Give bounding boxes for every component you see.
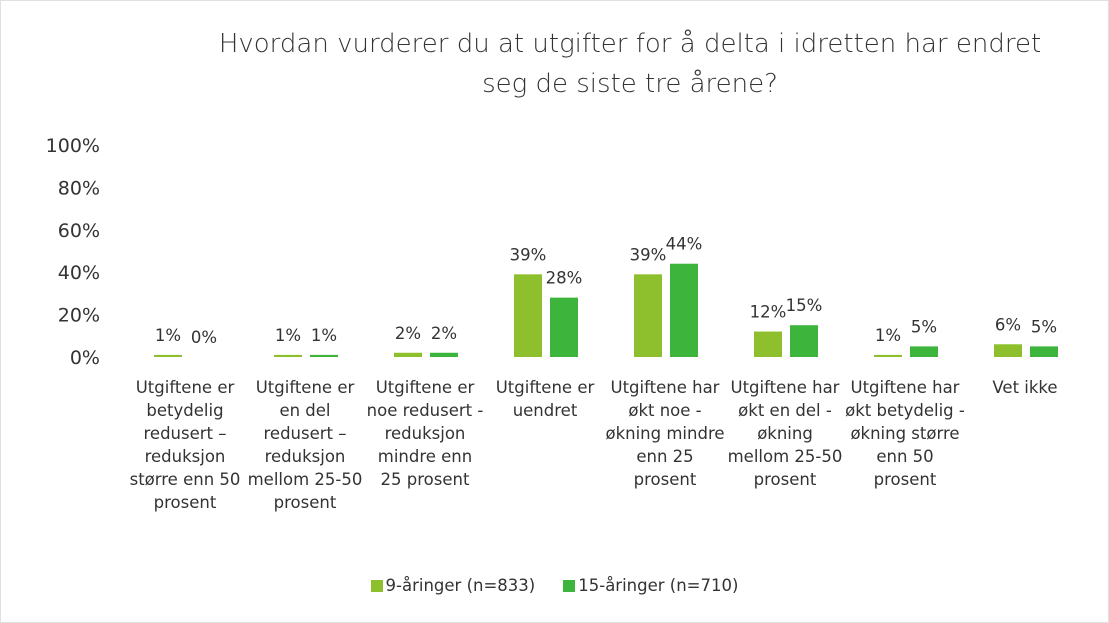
x-tick-label: Utgiftene er en del redusert – reduksjon… xyxy=(247,378,363,512)
x-tick-label: Vet ikke xyxy=(992,378,1058,397)
bar xyxy=(430,352,458,357)
bar xyxy=(874,354,902,357)
bar xyxy=(910,346,938,357)
data-label: 5% xyxy=(1031,317,1057,336)
y-tick-label: 40% xyxy=(58,262,100,284)
y-tick-label: 100% xyxy=(46,135,100,157)
y-tick-label: 20% xyxy=(58,305,100,327)
bar xyxy=(514,274,542,357)
data-label: 39% xyxy=(630,245,667,264)
data-label: 39% xyxy=(510,245,547,264)
x-tick-label: Utgiftene har økt noe - økning mindre en… xyxy=(605,378,725,489)
bar xyxy=(634,274,662,357)
data-label: 1% xyxy=(311,326,337,345)
bar xyxy=(754,331,782,357)
bar xyxy=(394,352,422,357)
legend-swatch xyxy=(370,580,383,592)
legend-item: 15-åringer (n=710) xyxy=(563,576,738,595)
bar xyxy=(550,297,578,357)
x-tick-label: Utgiftene er uendret xyxy=(495,378,595,420)
data-label: 2% xyxy=(395,324,421,343)
data-label: 1% xyxy=(275,326,301,345)
legend-swatch xyxy=(563,580,576,592)
bar xyxy=(154,354,182,357)
legend-label: 15-åringer (n=710) xyxy=(578,576,739,595)
legend-item: 9-åringer (n=833) xyxy=(370,576,536,595)
x-tick-label: Utgiftene har økt betydelig - økning stø… xyxy=(845,378,965,489)
data-label: 44% xyxy=(666,235,703,254)
y-tick-label: 0% xyxy=(70,347,100,369)
chart-title: Hvordan vurderer du at utgifter for å de… xyxy=(218,29,1042,99)
y-tick-label: 80% xyxy=(58,177,100,199)
bar xyxy=(790,325,818,357)
x-tick-label: Utgiftene har økt en del - økning mellom… xyxy=(727,378,843,489)
bar xyxy=(274,354,302,357)
bar xyxy=(310,354,338,357)
data-label: 1% xyxy=(875,326,901,345)
data-label: 15% xyxy=(786,296,823,315)
legend-label: 9-åringer (n=833) xyxy=(385,576,536,595)
data-label: 0% xyxy=(191,328,217,347)
data-label: 6% xyxy=(995,315,1021,334)
data-label: 2% xyxy=(431,324,457,343)
data-label: 1% xyxy=(155,326,181,345)
x-tick-label: Utgiftene er betydelig redusert – reduks… xyxy=(129,378,241,512)
bar xyxy=(670,263,698,357)
x-tick-label: Utgiftene er noe redusert - reduksjon mi… xyxy=(366,378,484,489)
data-label: 5% xyxy=(911,317,937,336)
data-label: 12% xyxy=(750,303,787,322)
data-label: 28% xyxy=(546,269,583,288)
bar xyxy=(994,344,1022,357)
y-tick-label: 60% xyxy=(58,220,100,242)
bar xyxy=(1030,346,1058,357)
legend: 9-åringer (n=833) 15-åringer (n=710) xyxy=(0,576,1109,595)
